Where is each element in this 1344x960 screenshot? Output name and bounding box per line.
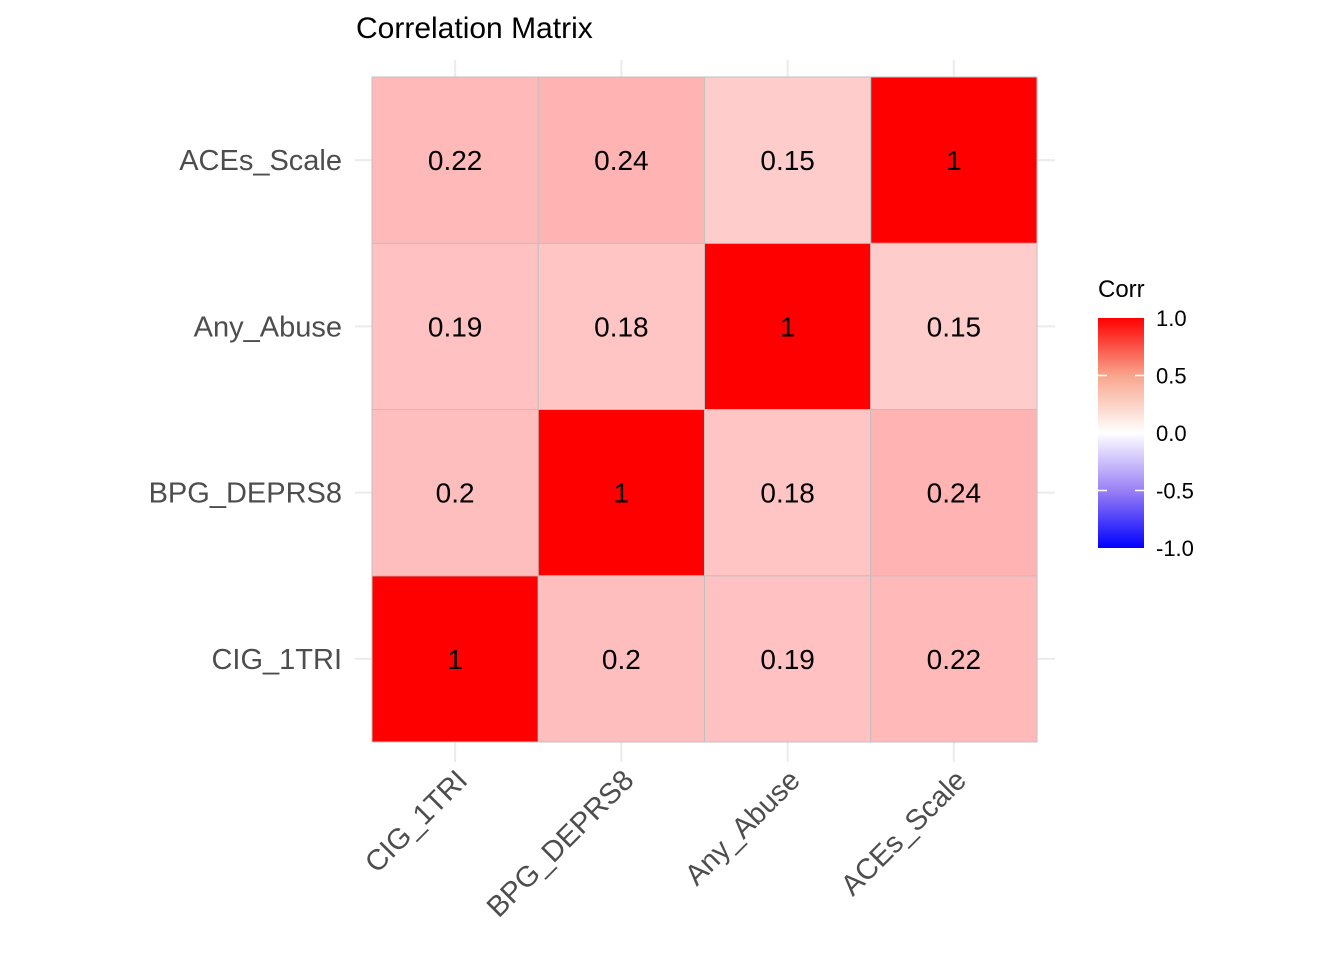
- cell-value-label: 0.19: [428, 311, 483, 342]
- chart-title: Correlation Matrix: [356, 12, 593, 45]
- x-tick-label: ACEs_Scale: [835, 764, 973, 902]
- legend-tick-label: -1.0: [1156, 536, 1194, 561]
- legend-tick-label: 0.0: [1156, 421, 1187, 446]
- heatmap-cell: [371, 242, 539, 410]
- x-tick-label: CIG_1TRI: [359, 764, 474, 879]
- cell-value-label: 0.2: [602, 644, 641, 675]
- y-axis-ticks: CIG_1TRI BPG_DEPRS8 Any_Abuse ACEs_Scale: [149, 145, 342, 676]
- heatmap-cell: [537, 242, 705, 410]
- cell-value-label: 0.19: [760, 644, 815, 675]
- heatmap-cell: [870, 575, 1038, 743]
- cell-value-label: 1: [447, 644, 463, 675]
- legend-tick-label: 1.0: [1156, 306, 1187, 331]
- cell-labels: 1 0.2 0.19 0.22 0.2 1 0.18 0.24 0.19 0.18 1 0.15 0.2…: [428, 145, 981, 675]
- y-tick-label: BPG_DEPRS8: [149, 478, 342, 510]
- cell-value-label: 1: [614, 478, 630, 509]
- cell-value-label: 0.22: [428, 145, 483, 176]
- x-tick-label: BPG_DEPRS8: [481, 764, 640, 923]
- cell-value-label: 0.24: [594, 145, 649, 176]
- legend-title: Corr: [1098, 276, 1145, 303]
- cell-value-label: 0.18: [760, 478, 815, 509]
- heatmap-cell: [704, 409, 872, 577]
- heatmap-cell: [704, 242, 872, 410]
- heatmap-cell: [870, 242, 1038, 410]
- cell-value-label: 0.18: [594, 311, 649, 342]
- legend-tick-label: -0.5: [1156, 479, 1194, 504]
- heatmap-cell: [537, 76, 705, 244]
- legend-tick-label: 0.5: [1156, 364, 1187, 389]
- cell-value-label: 1: [946, 145, 962, 176]
- heatmap-cell: [371, 409, 539, 577]
- cell-value-label: 0.24: [927, 478, 982, 509]
- cell-value-label: 1: [780, 311, 796, 342]
- heatmap-cell: [870, 409, 1038, 577]
- cell-value-label: 0.2: [436, 478, 475, 509]
- heatmap-cells: [371, 76, 1038, 743]
- cell-value-label: 0.22: [927, 644, 982, 675]
- x-axis-ticks: CIG_1TRI BPG_DEPRS8 Any_Abuse ACEs_Scale: [359, 764, 973, 923]
- heatmap-cell: [371, 76, 539, 244]
- heatmap-cell: [704, 575, 872, 743]
- color-legend: 1.0 0.5 0.0 -0.5 -1.0: [1098, 306, 1194, 561]
- heatmap-cell: [870, 76, 1038, 244]
- x-tick-label: Any_Abuse: [679, 764, 807, 892]
- heatmap-cell: [537, 409, 705, 577]
- y-tick-label: Any_Abuse: [194, 311, 342, 343]
- cell-value-label: 0.15: [927, 311, 982, 342]
- y-tick-label: ACEs_Scale: [179, 145, 342, 177]
- y-tick-label: CIG_1TRI: [211, 644, 342, 676]
- cell-value-label: 0.15: [760, 145, 815, 176]
- heatmap-cell: [704, 76, 872, 244]
